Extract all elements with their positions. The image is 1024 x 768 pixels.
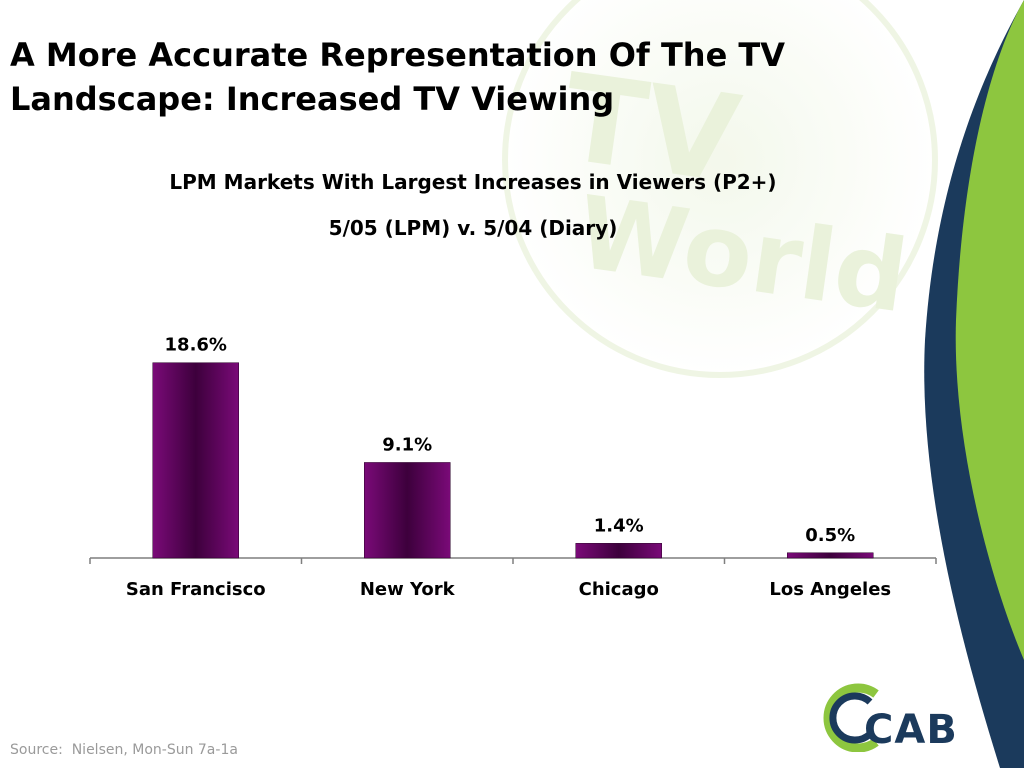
slide-title-line2: Landscape: Increased TV Viewing (10, 80, 615, 118)
bar-san-francisco (152, 362, 239, 559)
slide-title-line1: A More Accurate Representation Of The TV (10, 36, 785, 74)
watermark-globe: TV World (502, 0, 938, 378)
cab-logo-text: CAB (864, 707, 958, 753)
cab-logo-icon (823, 683, 879, 752)
green-swoosh (955, 0, 1024, 660)
data-label: 9.1% (382, 434, 432, 455)
x-tick-label: New York (360, 579, 456, 600)
chart-subtitle: 5/05 (LPM) v. 5/04 (Diary) (328, 216, 618, 240)
slide-title: A More Accurate Representation Of The TV… (10, 33, 830, 121)
source-note: Source: Nielsen, Mon-Sun 7a-1a (10, 742, 238, 758)
x-tick-label: Los Angeles (769, 579, 891, 600)
chart-title: LPM Markets With Largest Increases in Vi… (169, 170, 777, 194)
bar-new-york (364, 462, 451, 559)
bar-los-angeles (787, 552, 874, 559)
svg-text:TV: TV (555, 49, 747, 211)
x-tick-label: Chicago (579, 579, 659, 600)
bar-chicago (575, 543, 662, 559)
data-label: 0.5% (805, 525, 855, 546)
x-tick-label: San Francisco (126, 579, 266, 600)
data-label: 18.6% (165, 335, 227, 356)
data-label: 1.4% (594, 515, 644, 536)
